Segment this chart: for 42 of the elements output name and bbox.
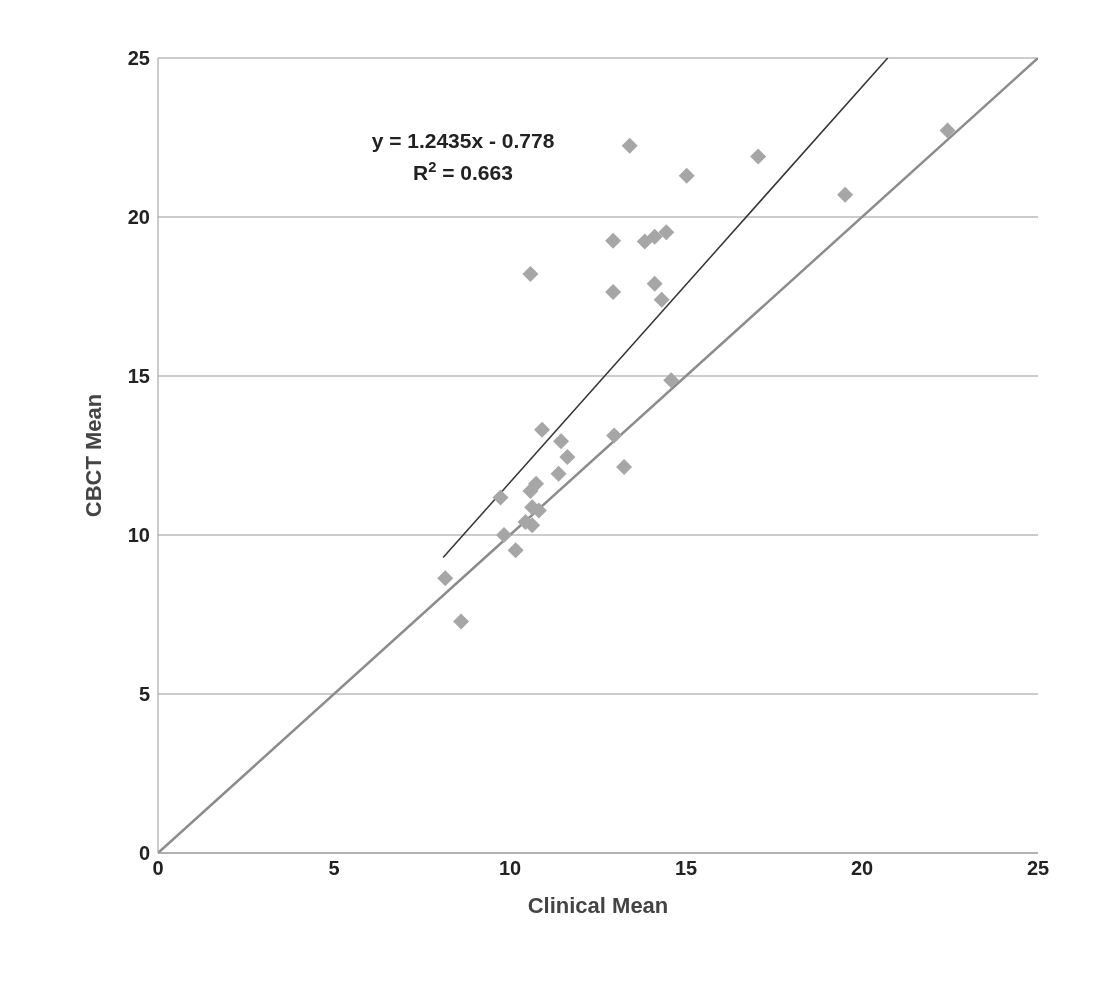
annotation: R$^{2}$ = 0.663 (413, 159, 513, 184)
y-tick-label: 25 (127, 47, 150, 70)
point (636, 233, 653, 250)
point (507, 542, 524, 559)
x-tick-label: 0 (152, 857, 164, 880)
point (534, 421, 551, 438)
point (837, 186, 854, 203)
y-tick-label: 20 (127, 206, 150, 229)
x-tick-label: 15 (674, 857, 698, 880)
point (496, 527, 513, 543)
point (663, 372, 680, 389)
point (750, 148, 767, 165)
point (678, 167, 695, 184)
y-tick-label: 15 (127, 365, 150, 388)
point (559, 449, 576, 466)
y-axis-title: CBCT Mean (80, 393, 106, 518)
point (453, 613, 470, 630)
x-tick-label: 10 (498, 857, 522, 880)
point (605, 232, 622, 249)
y-tick-label: 5 (138, 683, 150, 706)
point (522, 483, 539, 500)
point (522, 265, 539, 282)
point (437, 570, 454, 587)
point (553, 433, 570, 450)
point (939, 122, 956, 139)
point (616, 458, 633, 475)
point (646, 275, 663, 292)
point (492, 489, 509, 506)
x-tick-label: 20 (850, 857, 874, 880)
x-tick-label: 25 (1026, 857, 1050, 880)
x-axis-title: Clinical Mean (527, 893, 669, 918)
y-tick-label: 0 (138, 842, 150, 865)
point (605, 284, 622, 301)
point (653, 291, 670, 308)
point (658, 224, 675, 241)
point (550, 465, 567, 482)
annotation: y = 1.2435x - 0.778 (371, 129, 555, 152)
x-tick-label: 5 (328, 857, 340, 880)
y-tick-label: 10 (127, 524, 150, 547)
point (621, 137, 638, 154)
point (646, 228, 663, 245)
point (606, 427, 623, 444)
